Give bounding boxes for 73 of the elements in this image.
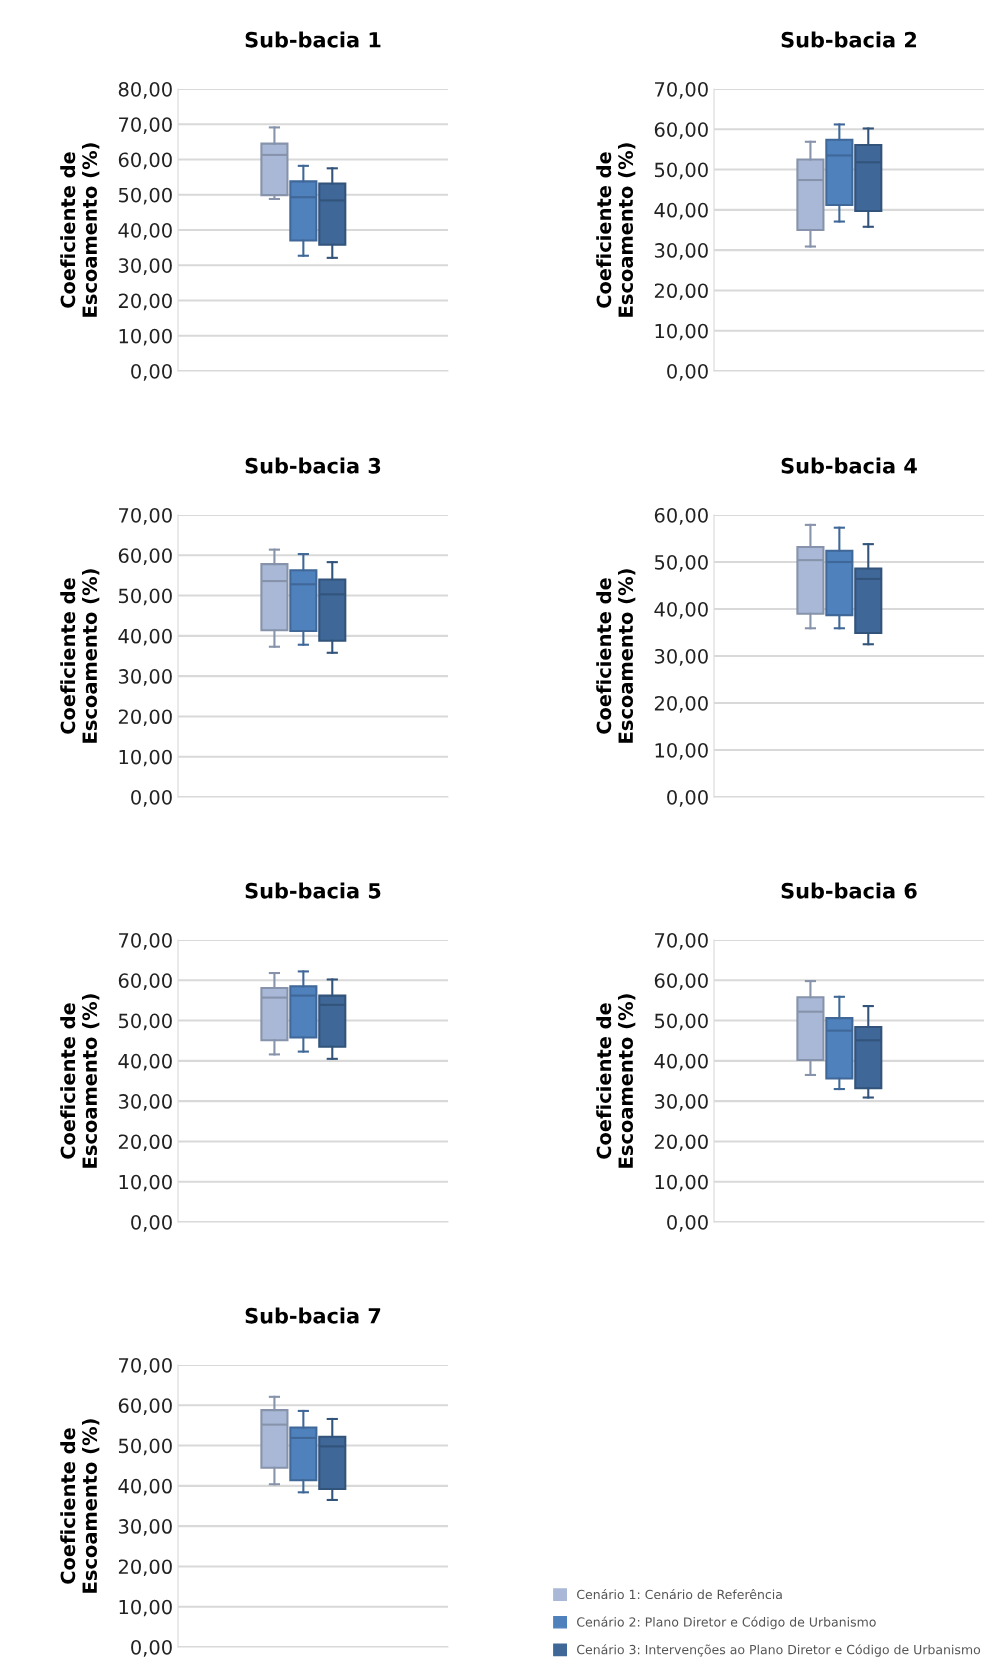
y-tick-label: 30,00	[118, 258, 172, 275]
y-axis-title: Coeficiente de Escoamento (%)	[596, 994, 636, 1168]
y-tick-label: 60,00	[118, 548, 172, 565]
legend-label: Cenário 3: Intervenções ao Plano Diretor e Código de Urbanismo	[577, 1644, 981, 1657]
y-tick-label: 70,00	[655, 81, 708, 99]
y-tick-label: 0,00	[131, 1639, 172, 1657]
y-tick-label: 70,00	[119, 117, 172, 134]
y-axis-title: Coeficiente de Escoamento (%)	[60, 569, 100, 743]
y-tick-label: 30,00	[654, 1094, 708, 1111]
y-tick-label: 20,00	[118, 1134, 172, 1152]
y-tick-label: 20,00	[118, 293, 172, 311]
y-axis-title: Coeficiente de Escoamento (%)	[60, 994, 100, 1168]
chart-title: Sub-bacia 4	[781, 457, 917, 474]
y-tick-label: 60,00	[118, 973, 172, 990]
y-tick-label: 0,00	[667, 363, 708, 381]
y-axis-title: Coeficiente de Escoamento (%)	[596, 143, 636, 317]
y-axis-title: Coeficiente de Escoamento (%)	[596, 569, 636, 743]
y-tick-label: 50,00	[118, 187, 172, 205]
y-tick-label: 10,00	[655, 1174, 708, 1192]
y-tick-label: 10,00	[655, 742, 708, 760]
y-tick-label: 40,00	[118, 628, 172, 646]
chart-title: Sub-bacia 7	[245, 1307, 381, 1324]
y-tick-label: 60,00	[118, 152, 172, 170]
y-tick-label: 40,00	[654, 1053, 708, 1071]
y-tick-label: 30,00	[654, 243, 708, 260]
y-tick-label: 60,00	[654, 122, 708, 139]
y-tick-label: 40,00	[118, 1478, 172, 1496]
chart-title: Sub-bacia 6	[781, 882, 917, 899]
legend-label: Cenário 1: Cenário de Referência	[577, 1588, 782, 1600]
y-tick-label: 60,00	[654, 973, 708, 990]
y-tick-label: 20,00	[654, 1134, 708, 1152]
y-tick-label: 0,00	[667, 1214, 708, 1232]
y-tick-label: 50,00	[118, 1438, 172, 1456]
y-tick-label: 0,00	[131, 1214, 172, 1232]
legend-label: Cenário 2: Plano Diretor e Código de Urbanismo	[577, 1616, 876, 1630]
chart-title: Sub-bacia 3	[245, 457, 381, 474]
chart-title: Sub-bacia 2	[781, 31, 917, 48]
y-tick-label: 70,00	[655, 932, 708, 950]
y-tick-label: 10,00	[119, 328, 172, 346]
y-tick-label: 50,00	[118, 588, 172, 606]
y-tick-label: 60,00	[654, 507, 708, 525]
chart-title: Sub-bacia 1	[245, 31, 381, 48]
y-tick-label: 50,00	[654, 554, 708, 572]
y-tick-label: 0,00	[131, 789, 172, 807]
y-tick-label: 10,00	[119, 749, 172, 767]
y-tick-label: 50,00	[118, 1013, 172, 1031]
y-tick-label: 20,00	[118, 709, 172, 727]
y-tick-label: 40,00	[118, 222, 172, 240]
y-tick-label: 30,00	[118, 669, 172, 686]
y-tick-label: 80,00	[118, 81, 172, 99]
y-tick-label: 70,00	[119, 507, 172, 525]
y-tick-label: 70,00	[119, 932, 172, 950]
y-tick-label: 60,00	[118, 1398, 172, 1415]
y-tick-label: 50,00	[654, 162, 708, 180]
y-tick-label: 20,00	[118, 1559, 172, 1577]
y-tick-label: 10,00	[655, 323, 708, 341]
y-tick-label: 0,00	[131, 363, 172, 381]
y-axis-title: Coeficiente de Escoamento (%)	[60, 1419, 100, 1593]
y-tick-label: 20,00	[654, 283, 708, 301]
y-tick-label: 10,00	[119, 1174, 172, 1192]
y-tick-label: 40,00	[654, 202, 708, 220]
y-tick-label: 30,00	[118, 1094, 172, 1111]
y-tick-label: 30,00	[118, 1519, 172, 1536]
y-tick-label: 50,00	[654, 1013, 708, 1031]
y-tick-label: 40,00	[654, 601, 708, 619]
y-tick-label: 70,00	[119, 1357, 172, 1375]
chart-title: Sub-bacia 5	[245, 882, 381, 899]
y-tick-label: 0,00	[667, 789, 708, 807]
y-tick-label: 20,00	[654, 695, 708, 713]
y-tick-label: 10,00	[119, 1599, 172, 1617]
y-tick-label: 40,00	[118, 1053, 172, 1071]
y-axis-title: Coeficiente de Escoamento (%)	[60, 143, 100, 317]
y-tick-label: 30,00	[654, 648, 708, 666]
